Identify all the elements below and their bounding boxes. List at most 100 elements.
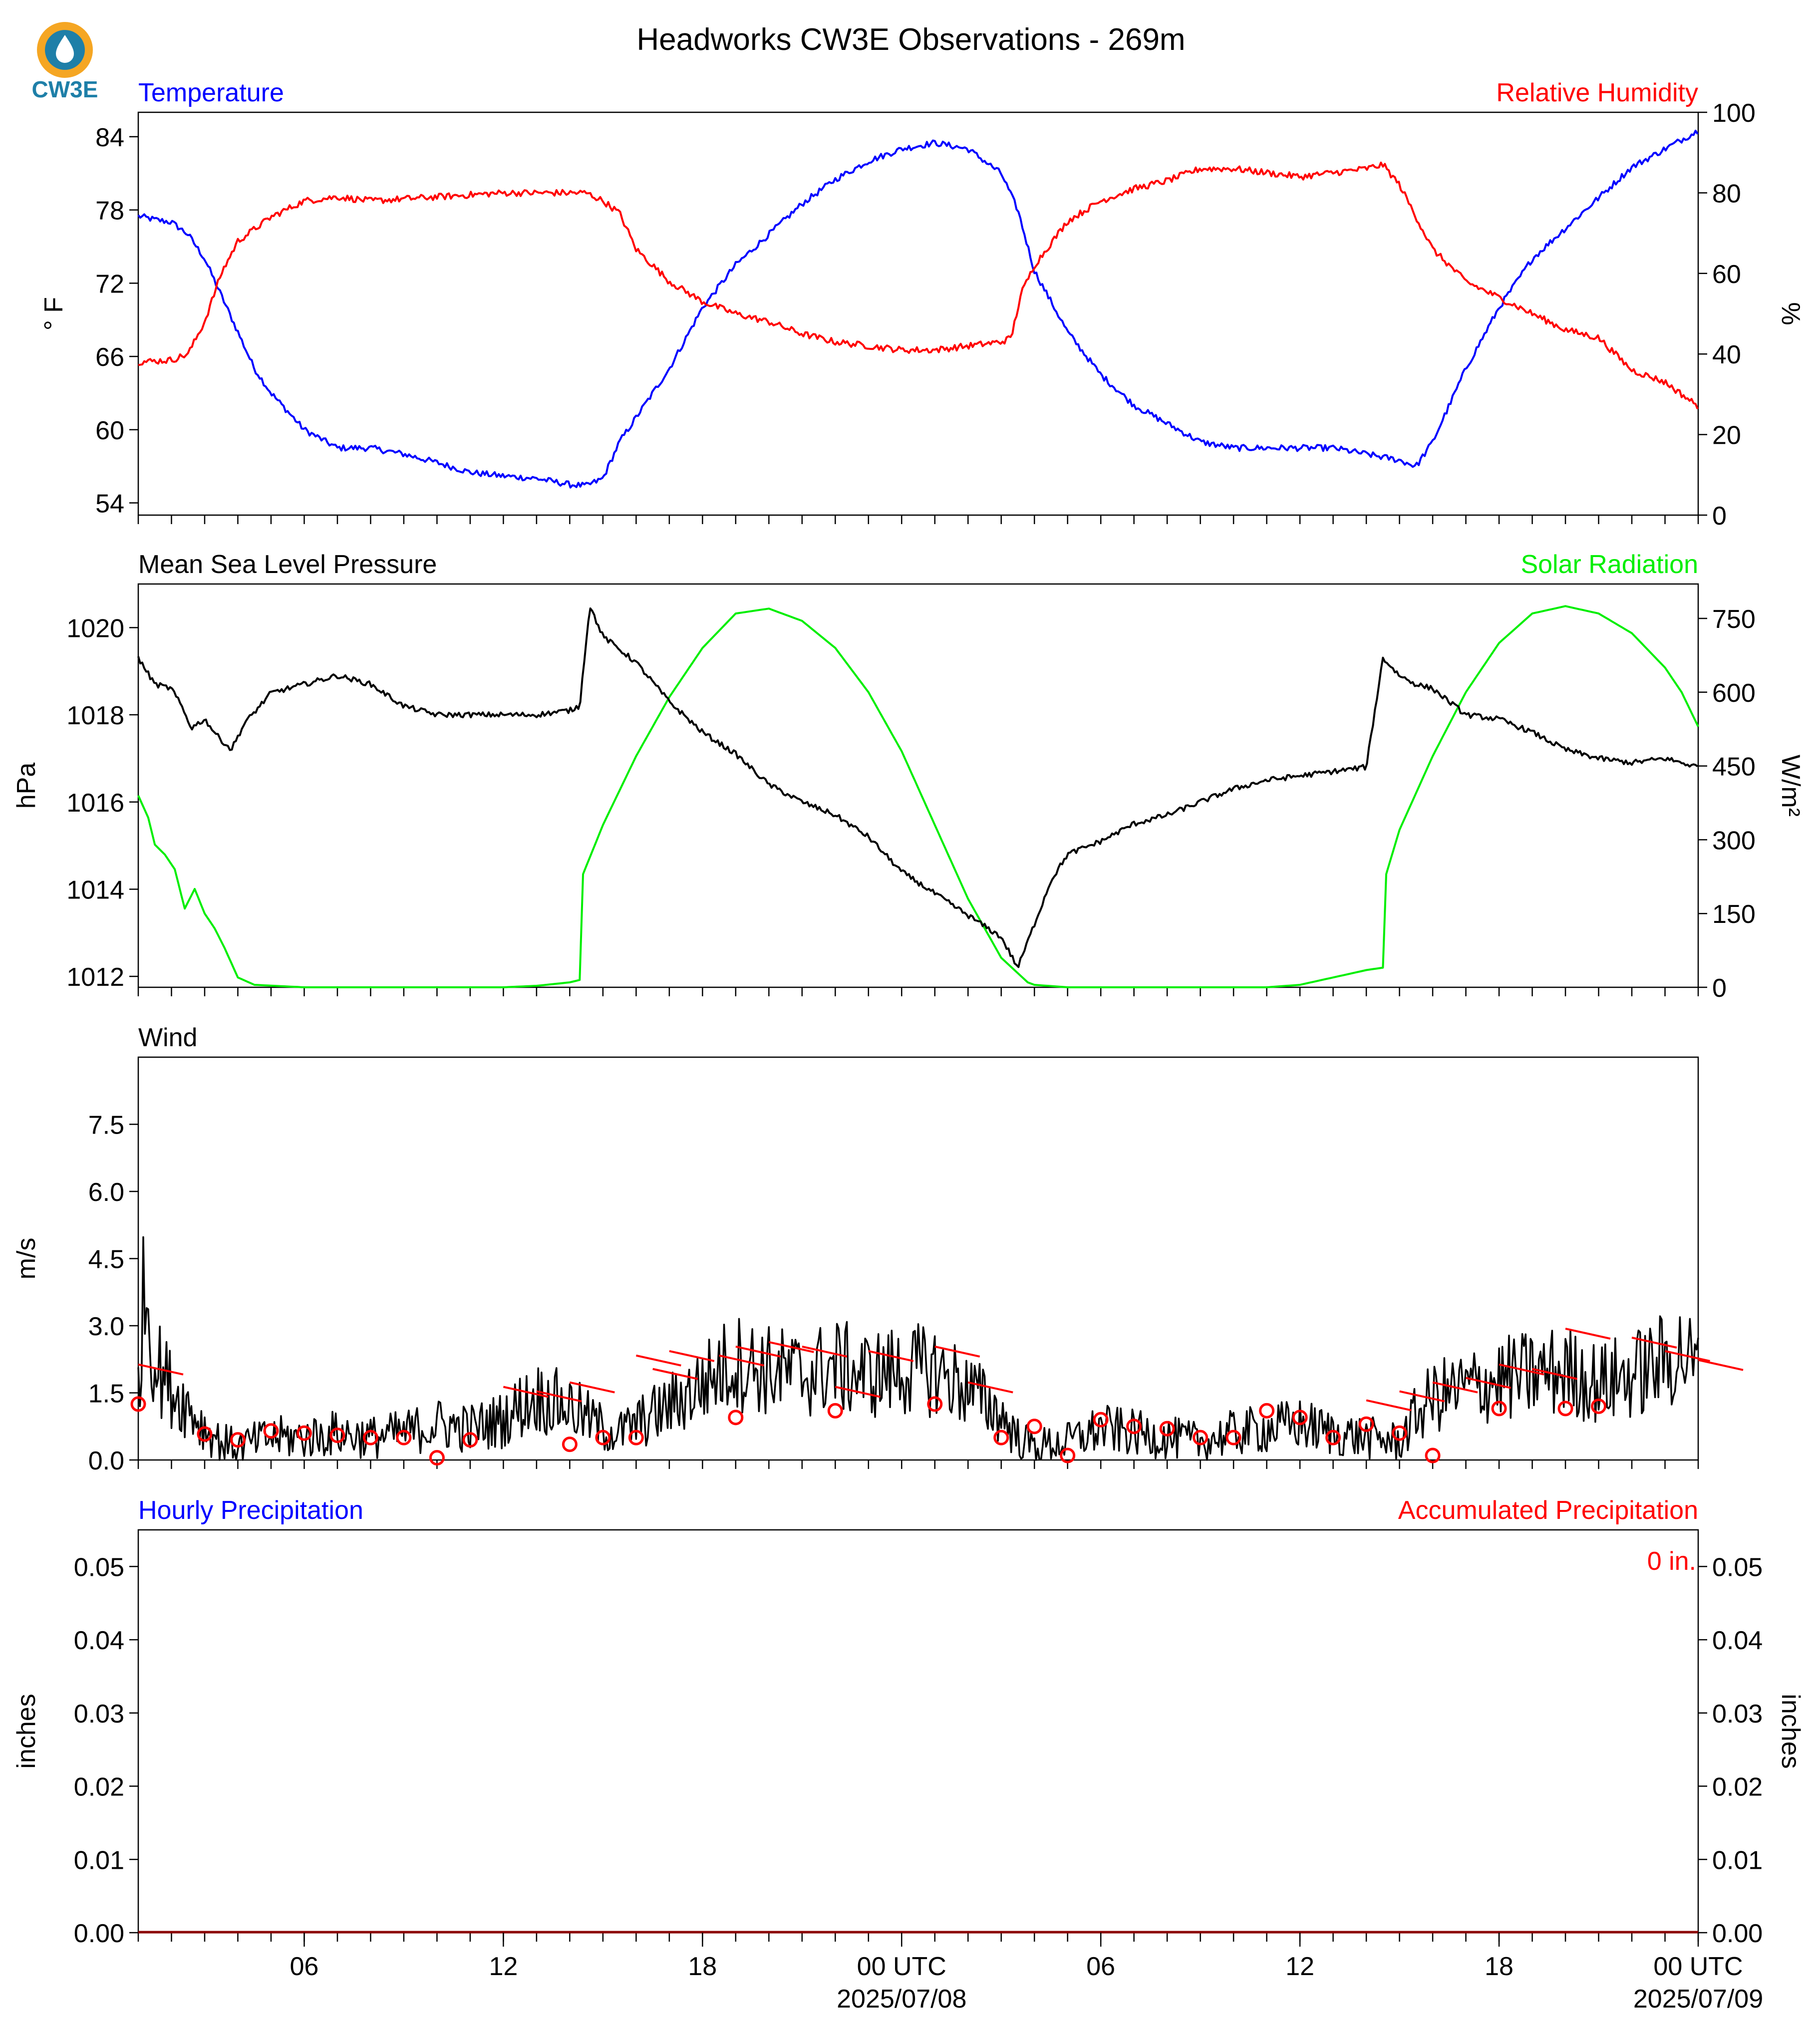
calm-wind-marker — [1159, 1421, 1175, 1437]
x-date-label: 2025/07/09 — [1633, 1985, 1763, 2014]
panel-right-title: Accumulated Precipitation — [1398, 1496, 1698, 1525]
wind-barb-mark — [719, 1354, 764, 1367]
calm-wind-marker — [993, 1430, 1009, 1446]
y2-tick-label: 0 — [1712, 974, 1727, 1003]
y-tick-label: 0.0 — [88, 1447, 124, 1475]
pressure-solar-panel: 1020 1018 1016 1014 1012 750 600 450 300 150 0 Mean… — [12, 550, 1805, 1003]
y2-axis-label: inches — [1776, 1694, 1805, 1768]
plot-frame — [137, 583, 1699, 988]
calm-wind-marker — [1358, 1416, 1374, 1432]
x-tick-label: 12 — [489, 1952, 518, 1981]
y-tick-label: 4.5 — [88, 1245, 124, 1274]
calm-wind-marker — [263, 1423, 279, 1439]
calm-wind-marker — [1193, 1430, 1209, 1446]
y2-tick-label: 750 — [1712, 605, 1756, 634]
calm-wind-marker — [1126, 1419, 1142, 1435]
y2-tick-label: 0.03 — [1712, 1700, 1763, 1729]
calm-wind-marker — [1325, 1430, 1341, 1446]
wind-barb-mark — [934, 1345, 980, 1358]
calm-wind-marker — [1392, 1425, 1408, 1441]
y2-tick-label: 60 — [1712, 260, 1741, 289]
calm-wind-marker — [1292, 1410, 1308, 1426]
wind-barb-mark — [1399, 1390, 1445, 1403]
calm-wind-marker — [1093, 1412, 1109, 1428]
accumulated-precip-label: 0 in. — [1647, 1547, 1696, 1576]
panel-right-title: Solar Radiation — [1520, 550, 1698, 579]
calm-wind-marker — [396, 1430, 412, 1446]
y2-tick-label: 0.02 — [1712, 1773, 1763, 1802]
y2-axis-label: % — [1776, 302, 1805, 325]
wind-barb-mark — [1665, 1350, 1710, 1362]
wind-barb-mark — [1466, 1377, 1512, 1389]
x-tick-label: 18 — [1485, 1952, 1514, 1981]
y2-tick-label: 450 — [1712, 753, 1756, 782]
y2-tick-label: 0.00 — [1712, 1919, 1763, 1948]
wind-barb-mark — [536, 1390, 582, 1403]
wind-barb-mark — [1432, 1381, 1478, 1394]
calm-wind-marker — [1425, 1448, 1441, 1463]
y-tick-label: 0.03 — [74, 1700, 124, 1729]
wind-barb-mark — [1631, 1336, 1677, 1349]
y2-axis-label: W/m² — [1776, 755, 1805, 817]
wind-barb-mark — [635, 1354, 681, 1367]
logo-text: CW3E — [32, 76, 98, 102]
y2-tick-label: 600 — [1712, 679, 1756, 708]
calm-wind-marker — [728, 1410, 744, 1426]
wind-barb-mark — [138, 1363, 184, 1376]
calm-wind-marker — [429, 1450, 445, 1466]
y-tick-label: 0.01 — [74, 1846, 124, 1875]
wind-barb-mark — [802, 1345, 848, 1358]
y-tick-label: 1020 — [66, 614, 124, 643]
calm-wind-marker — [1557, 1401, 1573, 1417]
y2-tick-label: 100 — [1712, 99, 1756, 128]
chart-title: Headworks CW3E Observations - 269m — [636, 22, 1185, 57]
panel-left-title: Temperature — [138, 78, 284, 107]
calm-wind-marker — [595, 1430, 611, 1446]
calm-wind-marker — [230, 1432, 246, 1448]
y-axis-label: m/s — [12, 1238, 41, 1280]
panel-left-title: Hourly Precipitation — [138, 1496, 363, 1525]
y-tick-label: 1.5 — [88, 1380, 124, 1409]
y-tick-label: 3.0 — [88, 1312, 124, 1341]
y-axis-label: inches — [12, 1694, 41, 1768]
temperature-humidity-panel: 84 78 72 66 60 54 100 80 60 40 20 0 Temperature Relat… — [39, 78, 1805, 531]
y2-tick-label: 20 — [1712, 421, 1741, 450]
wind-barb-mark — [868, 1350, 914, 1362]
y2-tick-label: 0.04 — [1712, 1626, 1763, 1655]
temperature-series-line — [137, 129, 1699, 489]
calm-wind-marker — [562, 1437, 578, 1452]
panel-left-title: Wind — [138, 1023, 197, 1052]
y-tick-label: 78 — [95, 197, 124, 226]
y-tick-label: 66 — [95, 343, 124, 372]
x-date-label: 2025/07/08 — [837, 1985, 966, 2014]
wind-barb-mark — [735, 1345, 781, 1358]
x-tick-label: 00 UTC — [1653, 1952, 1743, 1981]
x-axis-labels: 06 12 18 00 UTC 2025/07/08 06 12 18 00 UTC 2025/0… — [290, 1933, 1763, 2014]
calm-wind-marker — [1026, 1419, 1042, 1435]
calm-wind-marker — [130, 1396, 146, 1412]
calm-wind-marker — [1060, 1448, 1076, 1463]
calm-wind-marker — [628, 1430, 644, 1446]
y2-tick-label: 40 — [1712, 340, 1741, 369]
y2-tick-label: 0.05 — [1712, 1553, 1763, 1582]
y-tick-label: 0.00 — [74, 1919, 124, 1948]
calm-wind-marker — [329, 1428, 345, 1444]
solar-radiation-series-line — [137, 605, 1699, 988]
humidity-series-line — [138, 161, 1699, 410]
y-tick-label: 7.5 — [88, 1111, 124, 1140]
calm-wind-marker — [1591, 1398, 1607, 1414]
calm-wind-marker — [197, 1426, 213, 1442]
wind-barb-mark — [1565, 1327, 1611, 1340]
y-axis-label: ° F — [39, 297, 68, 330]
y-tick-label: 1016 — [66, 789, 124, 818]
calm-wind-marker — [827, 1403, 843, 1419]
precipitation-panel: 0.05 0.04 0.03 0.02 0.01 0.00 0.05 0.04 0.03 0.02… — [12, 1496, 1805, 1948]
calm-wind-marker — [1225, 1430, 1241, 1446]
wind-barb-mark — [1499, 1363, 1544, 1376]
calm-wind-marker — [462, 1432, 478, 1448]
calm-wind-marker — [362, 1430, 378, 1446]
wind-barb-mark — [652, 1368, 698, 1380]
y-axis-label: hPa — [12, 763, 41, 809]
